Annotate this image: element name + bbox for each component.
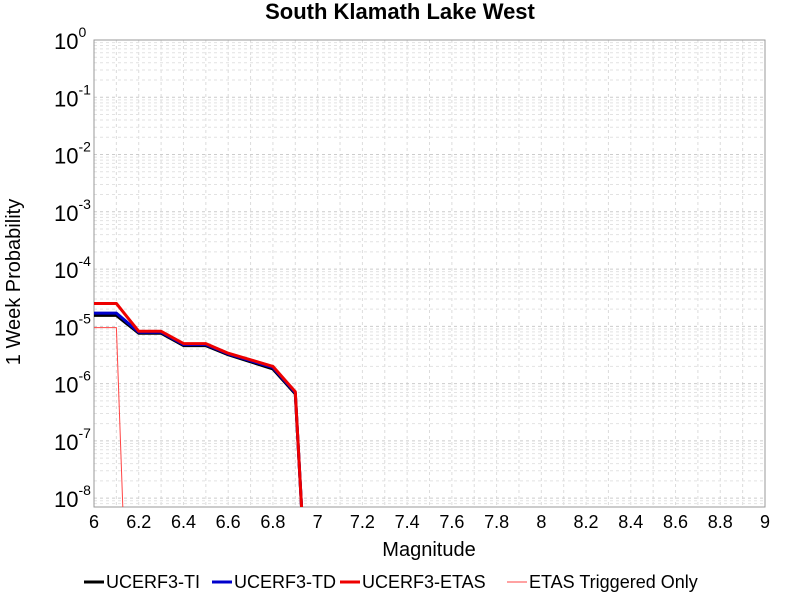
y-tick-exponent: 0 <box>78 24 86 40</box>
legend: UCERF3-TI UCERF3-TD UCERF3-ETAS ETAS Trigge… <box>84 572 698 592</box>
x-tick-label: 6 <box>89 512 99 532</box>
y-tick-label: 10-4 <box>54 253 91 283</box>
y-tick-exponent: -7 <box>78 425 91 441</box>
x-tick-label: 8.2 <box>574 512 599 532</box>
y-tick-label: 10-6 <box>54 368 91 398</box>
x-tick-label: 6.4 <box>171 512 196 532</box>
y-tick-label: 100 <box>54 24 86 54</box>
x-tick-label: 7.8 <box>484 512 509 532</box>
y-tick-exponent: -3 <box>78 196 91 212</box>
grid <box>93 39 766 508</box>
x-tick-label: 8.6 <box>663 512 688 532</box>
y-tick-label: 10-7 <box>54 425 91 455</box>
y-tick-exponent: -1 <box>78 81 91 97</box>
x-axis-label: Magnitude <box>382 539 475 561</box>
y-tick-exponent: -8 <box>78 482 91 498</box>
x-tick-label: 6.8 <box>260 512 285 532</box>
y-tick-base: 10 <box>54 373 78 398</box>
y-tick-base: 10 <box>54 144 78 169</box>
y-tick-base: 10 <box>54 86 78 111</box>
legend-label: UCERF3-ETAS <box>362 572 486 592</box>
legend-label: UCERF3-TD <box>234 572 336 592</box>
y-tick-label: 10-2 <box>54 139 91 169</box>
x-tick-label: 8.4 <box>618 512 643 532</box>
y-tick-base: 10 <box>54 201 78 226</box>
x-tick-label: 8 <box>536 512 546 532</box>
x-tick-label: 9 <box>760 512 770 532</box>
y-tick-exponent: -5 <box>78 310 91 326</box>
series-line <box>94 302 304 507</box>
y-tick-exponent: -4 <box>78 253 91 269</box>
y-tick-base: 10 <box>54 315 78 340</box>
chart-title: South Klamath Lake West <box>265 0 535 24</box>
y-tick-base: 10 <box>54 487 78 512</box>
y-tick-exponent: -6 <box>78 368 91 384</box>
plot-frame <box>93 39 766 508</box>
x-tick-label: 6.6 <box>216 512 241 532</box>
y-tick-label: 10-3 <box>54 196 91 226</box>
x-tick-label: 7.2 <box>350 512 375 532</box>
x-tick-label: 8.8 <box>708 512 733 532</box>
y-tick-base: 10 <box>54 258 78 283</box>
series-layer <box>94 302 304 507</box>
legend-label: ETAS Triggered Only <box>529 572 698 592</box>
y-tick-base: 10 <box>54 430 78 455</box>
y-tick-base: 10 <box>54 29 78 54</box>
x-tick-label: 7 <box>313 512 323 532</box>
x-tick-label: 6.2 <box>126 512 151 532</box>
y-tick-label: 10-8 <box>54 482 91 512</box>
y-tick-exponent: -2 <box>78 139 91 155</box>
y-axis-label: 1 Week Probability <box>3 199 25 365</box>
y-tick-label: 10-5 <box>54 310 91 340</box>
y-tick-label: 10-1 <box>54 81 91 111</box>
x-tick-label: 7.4 <box>395 512 420 532</box>
legend-label: UCERF3-TI <box>106 572 200 592</box>
x-ticks: 6 6.2 6.4 6.6 6.8 7 7.2 7.4 7.6 7.8 8 8.2 8.4 8.6 8.8 9 <box>89 512 770 532</box>
x-tick-label: 7.6 <box>439 512 464 532</box>
series-line <box>94 327 124 507</box>
